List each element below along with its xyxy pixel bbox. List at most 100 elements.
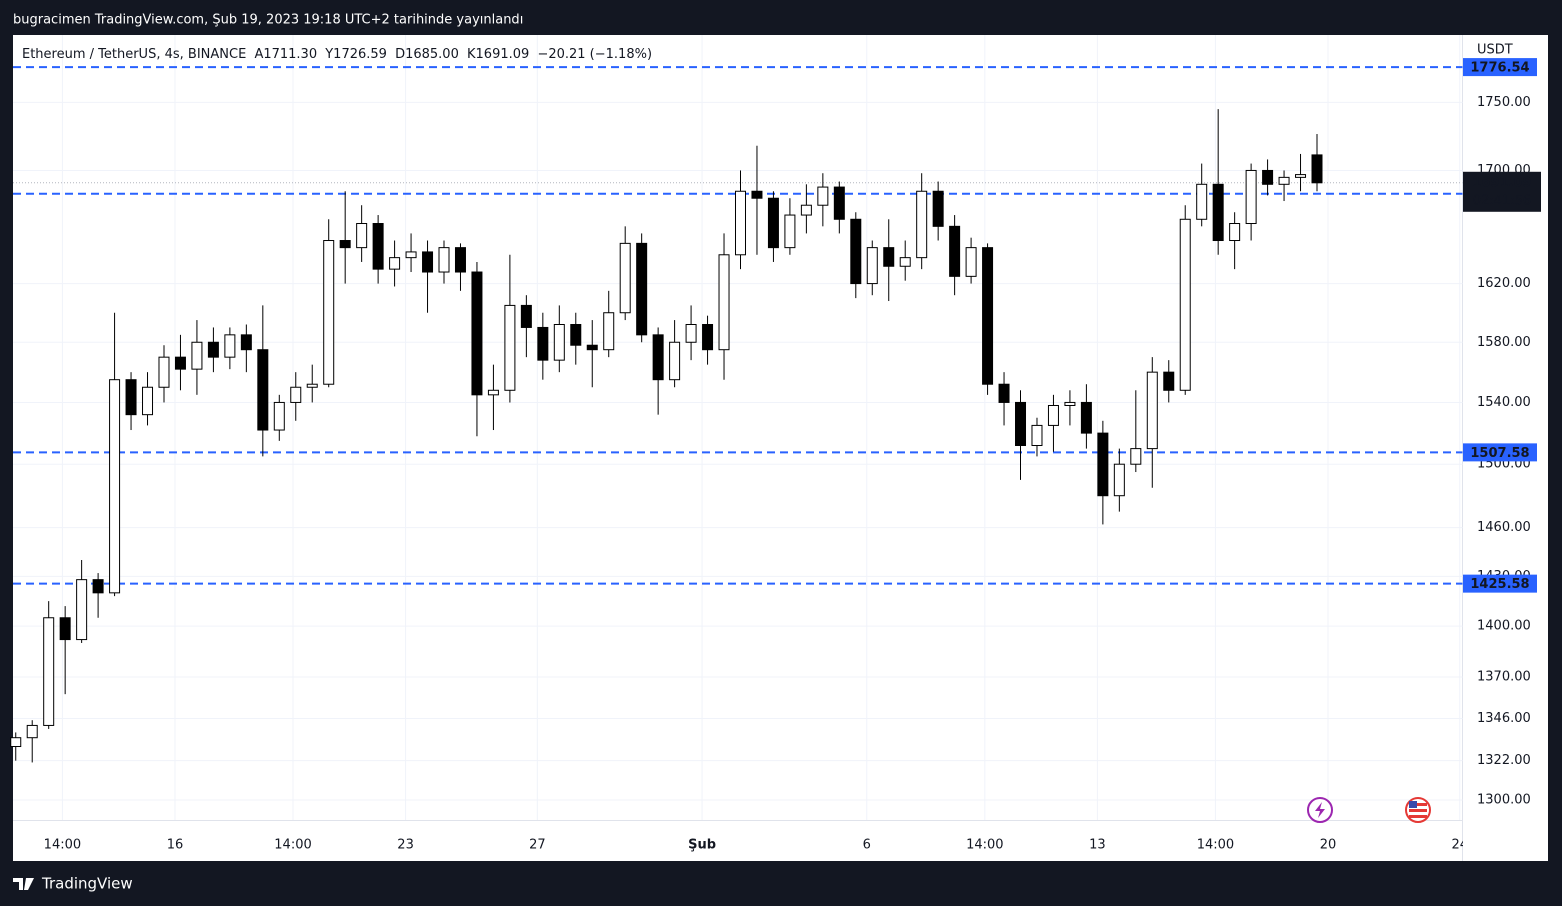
y-tick-label: 1346.00 (1477, 711, 1531, 726)
candle-body (1179, 218, 1191, 391)
candle-body (916, 190, 928, 259)
x-tick-label: 14:00 (1197, 838, 1234, 853)
candle-body (10, 737, 22, 748)
candle-body (372, 223, 384, 270)
candle-body (866, 247, 878, 285)
legend: Ethereum / TetherUS, 4s, BINANCE A1711.3… (22, 47, 652, 62)
brand-text: TradingView (41, 875, 133, 893)
candle-body (1146, 371, 1158, 450)
candle-body (158, 356, 170, 388)
candle-body (1295, 174, 1307, 178)
candle-body (1163, 371, 1175, 391)
level-label-box (1463, 574, 1537, 593)
candle-body (1064, 401, 1076, 406)
candle-body (1212, 183, 1224, 242)
candle-body (619, 242, 631, 314)
y-tick-label: 1750.00 (1477, 95, 1531, 110)
candle-body (1229, 223, 1241, 242)
close-label: K1691.09 (467, 47, 529, 62)
candle-body (1262, 169, 1274, 185)
candle-body (389, 257, 401, 270)
candle-body (586, 344, 598, 351)
candle-body (43, 617, 55, 726)
candle-body (356, 223, 368, 249)
last-price-box (1463, 171, 1541, 212)
level-label-box (1463, 58, 1537, 77)
y-tick-label: 1620.00 (1477, 276, 1531, 291)
candle-body (207, 341, 219, 358)
candle-body (59, 617, 71, 641)
low-label: D1685.00 (395, 47, 459, 62)
candle-body (405, 251, 417, 259)
x-tick-label: 24 (1451, 838, 1468, 853)
price-axis: 1300.001322.001346.001370.001400.001430.… (1463, 58, 1541, 808)
candle-body (339, 240, 351, 249)
candle-body (883, 247, 895, 267)
level-label-box (1463, 443, 1537, 462)
candle-body (1245, 169, 1257, 225)
candle-body (850, 218, 862, 285)
symbol: Ethereum / TetherUS, 4s, BINANCE (22, 47, 246, 62)
chart-area (13, 35, 1548, 861)
y-tick-label: 1460.00 (1477, 520, 1531, 535)
candle-body (1278, 176, 1290, 185)
candle-body (142, 386, 154, 416)
grid (13, 35, 1463, 820)
candle-body (603, 312, 615, 351)
x-tick-label: 14:00 (44, 838, 81, 853)
x-tick-label: 27 (529, 838, 546, 853)
flag-icon[interactable] (1405, 797, 1431, 823)
candle-body (1196, 183, 1208, 220)
level-label: 1425.58 (1470, 577, 1529, 592)
x-tick-label: 13 (1089, 838, 1106, 853)
countdown: 02:41:56 (1473, 193, 1531, 208)
x-tick-label: 23 (397, 838, 414, 853)
candle-body (982, 247, 994, 385)
candle-body (751, 190, 763, 199)
candle-body (1113, 463, 1125, 497)
y-tick-label: 1540.00 (1477, 395, 1531, 410)
x-tick-label: 6 (863, 838, 871, 853)
high-label: Y1726.59 (324, 47, 387, 62)
event-icon[interactable] (1307, 797, 1333, 823)
candle-body (224, 334, 236, 358)
candle-body (537, 326, 549, 361)
candle-body (800, 204, 812, 216)
candle-body (718, 254, 730, 351)
y-tick-label: 1400.00 (1477, 619, 1531, 634)
candle-body (257, 349, 269, 431)
change-label: −20.21 (−1.18%) (537, 47, 652, 62)
candle-body (965, 247, 977, 277)
candle-body (191, 341, 203, 370)
candle-body (669, 341, 681, 381)
candle-body (817, 186, 829, 206)
candle-body (767, 197, 779, 249)
y-tick-label: 1322.00 (1477, 753, 1531, 768)
candle-body (685, 323, 697, 343)
candle-body (454, 247, 466, 273)
candle-body (290, 386, 302, 403)
candle-body (306, 383, 318, 388)
last-price-label: 1691.09 (1472, 175, 1531, 190)
y-tick-label: 1580.00 (1477, 335, 1531, 350)
candle-body (1311, 154, 1323, 184)
candle-body (784, 214, 796, 249)
candle-body (734, 190, 746, 256)
candle-body (174, 356, 186, 370)
x-tick-label: 20 (1320, 838, 1337, 853)
candle-body (422, 251, 434, 273)
candle-body (92, 579, 104, 594)
candle-body (636, 242, 648, 336)
open-label: A1711.30 (254, 47, 317, 62)
candle-body (273, 401, 285, 431)
candle-body (109, 379, 121, 594)
candle-body (570, 323, 582, 346)
level-label: 1507.58 (1470, 446, 1529, 461)
x-tick-label: 14:00 (966, 838, 1003, 853)
candle-body (125, 379, 137, 416)
x-tick-label: 16 (167, 838, 184, 853)
candle-body (553, 323, 565, 361)
candle-body (652, 334, 664, 381)
candle-body (471, 271, 483, 396)
candle-body (1015, 401, 1027, 447)
